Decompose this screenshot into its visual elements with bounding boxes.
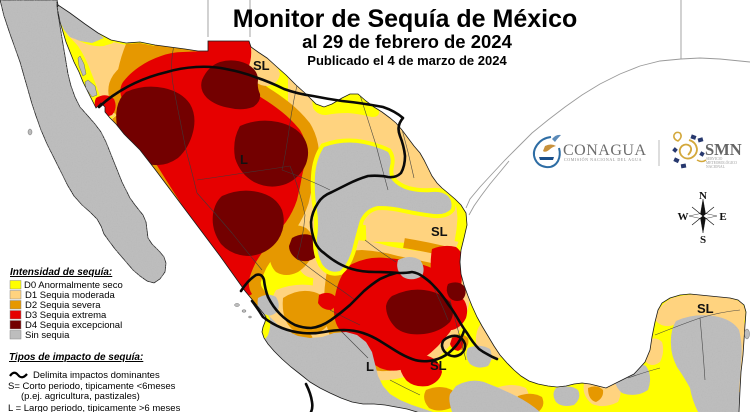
svg-text:(p.ej. agricultura, pastizales: (p.ej. agricultura, pastizales) — [21, 391, 140, 402]
svg-text:SL: SL — [253, 58, 270, 73]
svg-text:SMN: SMN — [705, 140, 742, 159]
svg-text:SL: SL — [430, 358, 447, 373]
svg-text:Delimita impactos dominantes: Delimita impactos dominantes — [33, 370, 160, 381]
svg-text:SL: SL — [697, 301, 714, 316]
svg-text:Publicado el 4 de marzo de 202: Publicado el 4 de marzo de 2024 — [307, 53, 507, 68]
svg-text:METEOROLÓGICO: METEOROLÓGICO — [706, 160, 737, 165]
svg-text:Sin sequia: Sin sequia — [25, 330, 70, 341]
svg-text:Tipos de impacto de sequía:: Tipos de impacto de sequía: — [9, 352, 143, 363]
svg-text:COMISIÓN NACIONAL DEL AGUA: COMISIÓN NACIONAL DEL AGUA — [564, 157, 642, 162]
svg-text:D1 Sequia moderada: D1 Sequia moderada — [25, 290, 115, 301]
svg-text:Intensidad de sequía:: Intensidad de sequía: — [10, 267, 112, 278]
svg-text:Monitor de Sequía de México: Monitor de Sequía de México — [233, 5, 578, 33]
svg-text:L: L — [366, 359, 374, 374]
svg-text:al 29 de febrero de 2024: al 29 de febrero de 2024 — [302, 31, 512, 52]
svg-text:D2 Sequia severa: D2 Sequia severa — [25, 300, 101, 311]
svg-text:SERVICIO: SERVICIO — [706, 157, 723, 161]
svg-text:L: L — [240, 152, 248, 167]
svg-text:N: N — [699, 190, 707, 202]
svg-text:S= Corto periodo, tipicamente: S= Corto periodo, tipicamente <6meses — [8, 381, 176, 392]
svg-text:E: E — [719, 211, 726, 223]
svg-text:D3 Sequia extrema: D3 Sequia extrema — [25, 310, 107, 321]
svg-text:L = Largo periodo, tipicamente: L = Largo periodo, tipicamente >6 meses — [8, 403, 181, 412]
svg-text:W: W — [678, 211, 689, 223]
svg-text:D0 Anormalmente seco: D0 Anormalmente seco — [24, 280, 123, 291]
svg-text:S: S — [700, 234, 706, 246]
svg-text:SL: SL — [431, 224, 448, 239]
svg-text:CONAGUA: CONAGUA — [563, 142, 647, 159]
svg-text:D4 Sequia excepcional: D4 Sequia excepcional — [25, 320, 122, 331]
svg-text:NACIONAL: NACIONAL — [706, 165, 725, 169]
